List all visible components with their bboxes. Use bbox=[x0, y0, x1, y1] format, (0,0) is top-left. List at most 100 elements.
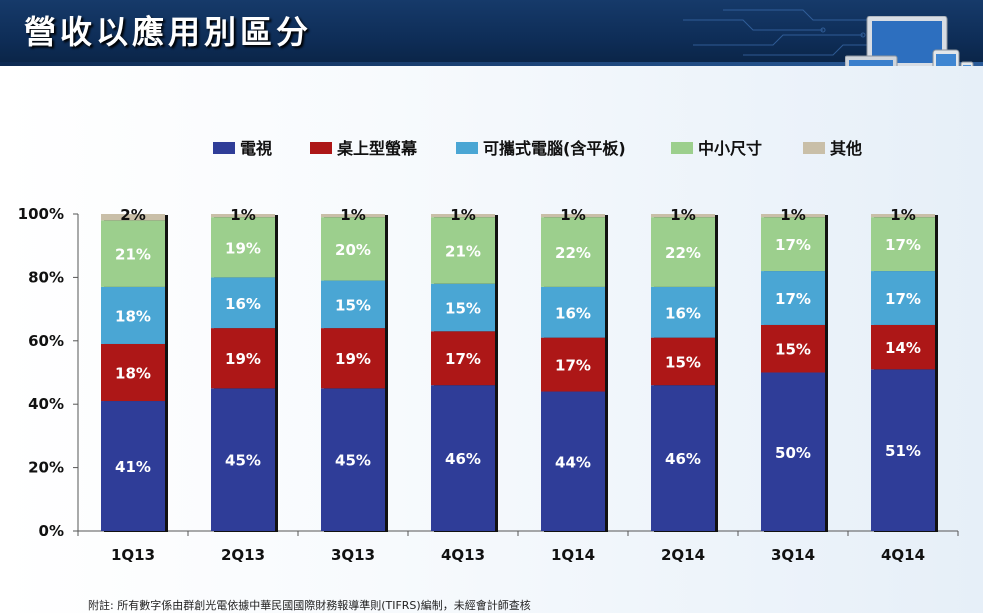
y-tick-label-4: 80% bbox=[28, 268, 64, 286]
bar-segment-0-4 bbox=[541, 391, 605, 531]
legend-label-1: 桌上型螢幕 bbox=[337, 139, 418, 158]
bar-segment-4-6 bbox=[761, 214, 825, 218]
bar-segment-4-2 bbox=[321, 214, 385, 218]
bar-segment-3-1 bbox=[211, 217, 275, 278]
x-tick-label-5: 2Q14 bbox=[661, 546, 705, 564]
data-label-2-4: 16% bbox=[555, 304, 591, 322]
bar-segment-2-7 bbox=[871, 271, 935, 325]
data-label-3-1: 19% bbox=[225, 239, 261, 257]
data-label-0-1: 45% bbox=[225, 452, 261, 470]
legend-label-0: 電視 bbox=[240, 139, 272, 158]
data-label-3-4: 22% bbox=[555, 244, 591, 262]
data-label-4-6: 1% bbox=[780, 206, 805, 224]
bar-segment-3-5 bbox=[651, 217, 715, 287]
x-tick-label-4: 1Q14 bbox=[551, 546, 595, 564]
bar-segment-3-4 bbox=[541, 217, 605, 287]
data-label-1-4: 17% bbox=[555, 357, 591, 375]
bar-segment-2-6 bbox=[761, 271, 825, 325]
data-label-0-3: 46% bbox=[445, 450, 481, 468]
data-label-3-6: 17% bbox=[775, 236, 811, 254]
data-label-1-5: 15% bbox=[665, 353, 701, 371]
header-stripe bbox=[0, 62, 983, 66]
y-tick-label-0: 0% bbox=[39, 522, 64, 540]
bar-segment-0-6 bbox=[761, 372, 825, 531]
legend-label-2: 可攜式電腦(含平板) bbox=[483, 139, 626, 158]
page-title: 營收以應用別區分 bbox=[24, 13, 313, 51]
bar-segment-1-3 bbox=[431, 331, 495, 386]
bar-segment-2-3 bbox=[431, 283, 495, 332]
x-tick-label-1: 2Q13 bbox=[221, 546, 265, 564]
data-label-4-5: 1% bbox=[670, 206, 695, 224]
legend-swatch-3 bbox=[671, 142, 693, 154]
legend-swatch-0 bbox=[213, 142, 235, 154]
data-label-0-7: 51% bbox=[885, 442, 921, 460]
y-tick-label-5: 100% bbox=[18, 205, 64, 223]
bar-segment-2-4 bbox=[541, 286, 605, 338]
devices-illustration bbox=[845, 16, 974, 66]
bar-segment-1-2 bbox=[321, 328, 385, 389]
legend-label-3: 中小尺寸 bbox=[698, 139, 762, 158]
bar-segment-0-5 bbox=[651, 385, 715, 531]
data-label-2-2: 15% bbox=[335, 296, 371, 314]
bar-segment-0-3 bbox=[431, 385, 495, 531]
bar-segment-4-3 bbox=[431, 214, 495, 218]
data-label-1-0: 18% bbox=[115, 365, 151, 383]
bar-segment-1-1 bbox=[211, 328, 275, 389]
y-tick-label-2: 40% bbox=[28, 395, 64, 413]
bar-segment-4-0 bbox=[101, 214, 165, 221]
header-banner: 營收以應用別區分 bbox=[0, 0, 983, 66]
data-label-2-7: 17% bbox=[885, 290, 921, 308]
data-label-1-6: 15% bbox=[775, 341, 811, 359]
data-label-1-3: 17% bbox=[445, 350, 481, 368]
bar-segment-3-7 bbox=[871, 217, 935, 272]
bar-segment-4-7 bbox=[871, 214, 935, 218]
data-label-3-7: 17% bbox=[885, 236, 921, 254]
data-label-4-3: 1% bbox=[450, 206, 475, 224]
data-label-0-5: 46% bbox=[665, 450, 701, 468]
y-tick-label-1: 20% bbox=[28, 459, 64, 477]
x-tick-label-7: 4Q14 bbox=[881, 546, 925, 564]
bar-segment-1-0 bbox=[101, 343, 165, 402]
legend-swatch-4 bbox=[803, 142, 825, 154]
data-label-4-2: 1% bbox=[340, 206, 365, 224]
data-label-3-3: 21% bbox=[445, 242, 481, 260]
data-label-0-0: 41% bbox=[115, 458, 151, 476]
x-tick-label-6: 3Q14 bbox=[771, 546, 815, 564]
bar-segment-2-2 bbox=[321, 280, 385, 329]
x-tick-label-0: 1Q13 bbox=[111, 546, 155, 564]
data-label-2-5: 16% bbox=[665, 304, 701, 322]
data-label-0-6: 50% bbox=[775, 444, 811, 462]
bar-segment-0-0 bbox=[101, 401, 165, 531]
legend-label-4: 其他 bbox=[830, 139, 862, 158]
data-label-0-2: 45% bbox=[335, 452, 371, 470]
data-label-4-7: 1% bbox=[890, 206, 915, 224]
data-label-3-2: 20% bbox=[335, 241, 371, 259]
bar-segment-4-4 bbox=[541, 214, 605, 218]
bar-segment-0-2 bbox=[321, 388, 385, 531]
data-label-0-4: 44% bbox=[555, 453, 591, 471]
data-label-2-1: 16% bbox=[225, 295, 261, 313]
data-label-2-6: 17% bbox=[775, 290, 811, 308]
bar-segment-1-6 bbox=[761, 324, 825, 373]
legend-swatch-1 bbox=[310, 142, 332, 154]
x-tick-label-3: 4Q13 bbox=[441, 546, 485, 564]
bar-segment-0-1 bbox=[211, 388, 275, 531]
data-label-4-1: 1% bbox=[230, 206, 255, 224]
x-tick-label-2: 3Q13 bbox=[331, 546, 375, 564]
legend-swatch-2 bbox=[456, 142, 478, 154]
footnote: 附註: 所有數字係由群創光電依據中華民國國際財務報導準則(TIFRS)編制，未經… bbox=[88, 599, 531, 612]
bar-segment-4-5 bbox=[651, 214, 715, 218]
bar-segment-2-0 bbox=[101, 286, 165, 344]
bar-segment-3-0 bbox=[101, 220, 165, 287]
bar-segment-0-7 bbox=[871, 369, 935, 531]
bar-segment-3-2 bbox=[321, 217, 385, 281]
bar-segment-2-1 bbox=[211, 277, 275, 329]
bar-segment-1-5 bbox=[651, 337, 715, 386]
stacked-bar-chart: 電視 桌上型螢幕 可攜式電腦(含平板) 中小尺寸 其他 0% 20% 40% 60% 80% 100… bbox=[18, 139, 959, 564]
y-tick-label-3: 60% bbox=[28, 332, 64, 350]
bar-segment-1-7 bbox=[871, 324, 935, 370]
data-label-3-0: 21% bbox=[115, 246, 151, 264]
data-label-1-1: 19% bbox=[225, 350, 261, 368]
data-label-1-7: 14% bbox=[885, 339, 921, 357]
data-label-4-0: 2% bbox=[120, 206, 145, 224]
